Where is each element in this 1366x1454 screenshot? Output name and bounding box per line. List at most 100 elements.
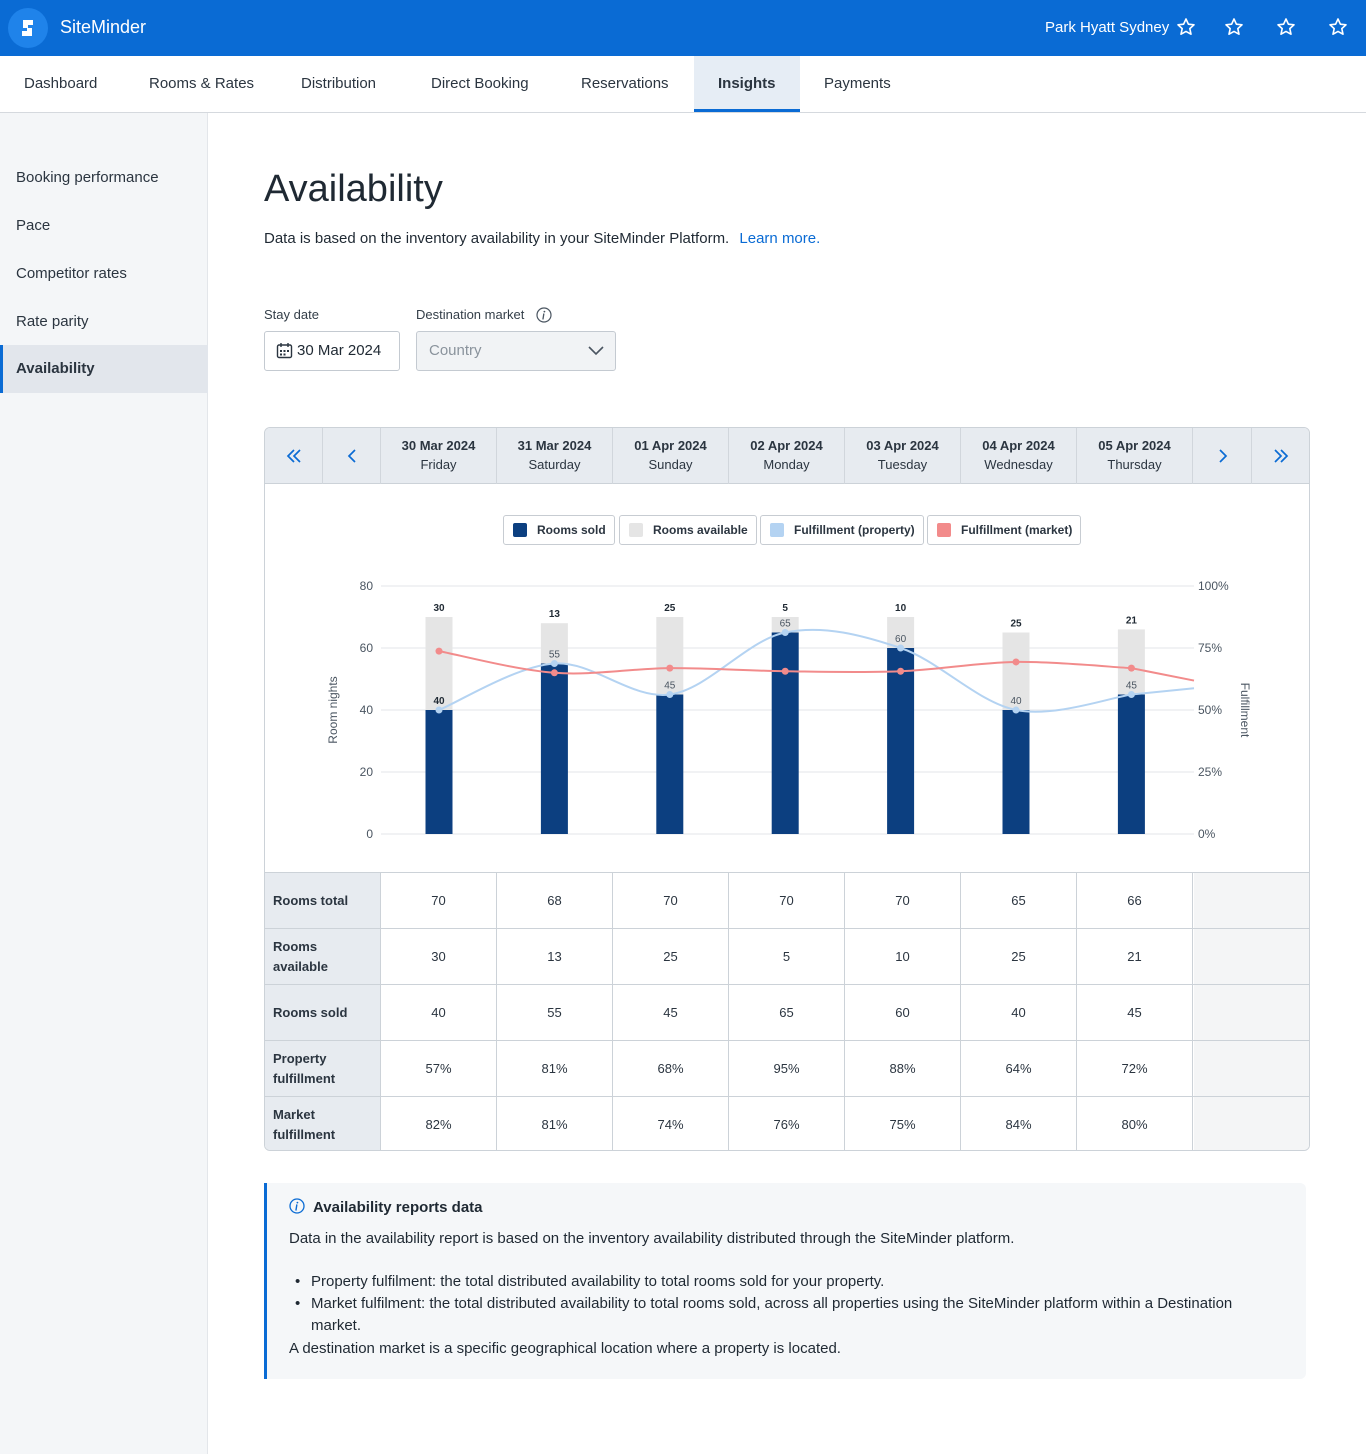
bar-label-rooms-sold: 45 [664, 681, 676, 692]
bullet-dot: • [295, 1295, 301, 1312]
destination-market-select[interactable]: Country [416, 331, 616, 371]
tab-distribution[interactable]: Distribution [301, 75, 377, 92]
date-column-header: 03 Apr 2024 Tuesday [845, 428, 961, 484]
sidebar-item-pace[interactable]: Pace [16, 217, 51, 234]
bar-rooms-available [656, 617, 684, 695]
date-header-date: 04 Apr 2024 [982, 438, 1055, 453]
y-axis-title: Room nights [326, 676, 340, 743]
sidebar-item-booking-performance[interactable]: Booking performance [16, 169, 159, 186]
legend-rooms-available[interactable]: Rooms available [619, 515, 757, 545]
property-selector[interactable]: Park Hyatt Sydney [1045, 19, 1170, 36]
tab-payments[interactable]: Payments [824, 75, 891, 92]
y2-tick-label: 0% [1198, 827, 1216, 841]
previous-page-button[interactable] [323, 428, 381, 484]
legend-swatch [770, 523, 784, 537]
date-column-header: 01 Apr 2024 Sunday [613, 428, 729, 484]
main-nav-tabs: Dashboard Rooms & Rates Distribution Dir… [0, 56, 1366, 113]
date-header-day: Wednesday [984, 457, 1053, 472]
bar-label-rooms-available: 25 [664, 603, 676, 614]
info-icon[interactable] [536, 307, 552, 323]
date-column-header: 31 Mar 2024 Saturday [497, 428, 613, 484]
sidebar-item-competitor-rates[interactable]: Competitor rates [16, 265, 127, 282]
chart-plot: 0 20 40 60 80 0% 25% 50% 75% 100% Room nights Fulfi… [326, 579, 1252, 841]
stay-date-value: 30 Mar 2024 [297, 342, 382, 359]
first-page-button[interactable] [265, 428, 323, 484]
point-fulfillment-property [1127, 691, 1135, 698]
info-bullet: Property fulfilment: the total distribut… [311, 1273, 885, 1290]
legend-fulfillment-property[interactable]: Fulfillment (property) [760, 515, 924, 545]
table-cell: 95% [729, 1041, 845, 1096]
bar-rooms-available [771, 617, 799, 633]
star-icon[interactable] [1328, 17, 1348, 37]
table-cell: 72% [1077, 1041, 1193, 1096]
date-header-day: Thursday [1107, 457, 1162, 472]
table-cell: 80% [1077, 1097, 1193, 1150]
table-row-spacer [1194, 985, 1309, 1040]
sidebar: Booking performance Pace Competitor rate… [0, 113, 208, 1454]
point-fulfillment-market [1127, 664, 1135, 672]
bar-rooms-available [540, 623, 568, 664]
legend-swatch [937, 523, 951, 537]
tab-rooms-rates[interactable]: Rooms & Rates [149, 75, 255, 92]
info-bullet: Market fulfilment: the total distributed… [311, 1295, 1233, 1334]
next-page-button[interactable] [1194, 428, 1252, 484]
date-column-header: 30 Mar 2024 Friday [381, 428, 497, 484]
learn-more-link[interactable]: Learn more. [739, 230, 821, 247]
table-row: Market fulfillment 82% 81% 74% 76% 75% 84% 80% [265, 1096, 1309, 1150]
subtitle-text: Data is based on the inventory availabil… [264, 230, 730, 247]
row-header: Rooms total [265, 873, 381, 928]
last-page-button[interactable] [1252, 428, 1309, 484]
bar-rooms-sold [771, 632, 799, 834]
sidebar-item-availability[interactable]: Availability [0, 345, 208, 393]
table-cell: 10 [845, 929, 961, 984]
tab-reservations[interactable]: Reservations [581, 75, 669, 92]
table-cell: 88% [845, 1041, 961, 1096]
table-cell: 70 [845, 873, 961, 928]
table-cell: 70 [381, 873, 497, 928]
star-icon[interactable] [1276, 17, 1296, 37]
legend-label: Fulfillment (property) [794, 523, 915, 537]
point-fulfillment-market [781, 667, 789, 675]
date-navigation: 30 Mar 2024 Friday 31 Mar 2024 Saturday 01… [265, 428, 1309, 484]
table-cell: 30 [381, 929, 497, 984]
table-cell: 13 [497, 929, 613, 984]
date-header-day: Tuesday [877, 457, 928, 472]
table-cell: 21 [1077, 929, 1193, 984]
legend-fulfillment-market[interactable]: Fulfillment (market) [927, 515, 1082, 545]
legend-label: Fulfillment (market) [961, 523, 1073, 537]
point-fulfillment-property [550, 660, 558, 667]
date-header-day: Sunday [648, 457, 693, 472]
tab-direct-booking[interactable]: Direct Booking [431, 75, 529, 92]
bar-rooms-sold [425, 710, 453, 834]
date-header-date: 31 Mar 2024 [517, 438, 592, 453]
bar-label-rooms-sold: 55 [549, 650, 561, 661]
tab-dashboard[interactable]: Dashboard [24, 75, 98, 92]
table-cell: 25 [613, 929, 729, 984]
legend-swatch [629, 523, 643, 537]
date-header-date: 02 Apr 2024 [750, 438, 823, 453]
legend-rooms-sold[interactable]: Rooms sold [503, 515, 615, 545]
tab-insights[interactable]: Insights [694, 56, 800, 112]
table-cell: 5 [729, 929, 845, 984]
y2-tick-label: 50% [1198, 703, 1222, 717]
y2-tick-label: 75% [1198, 641, 1222, 655]
row-header: Rooms available [265, 929, 381, 984]
table-row-spacer [1194, 873, 1309, 928]
table-cell: 82% [381, 1097, 497, 1150]
info-box-footer: A destination market is a specific geogr… [289, 1340, 841, 1357]
star-icon[interactable] [1224, 17, 1244, 37]
sidebar-item-rate-parity[interactable]: Rate parity [16, 313, 89, 330]
table-cell: 45 [1077, 985, 1193, 1040]
table-cell: 40 [381, 985, 497, 1040]
date-header-date: 05 Apr 2024 [1098, 438, 1171, 453]
date-header-day: Friday [420, 457, 457, 472]
point-fulfillment-property [1012, 706, 1020, 714]
siteminder-logo-icon[interactable] [8, 8, 48, 48]
point-fulfillment-market [550, 669, 558, 677]
y2-axis-title: Fulfillment [1238, 683, 1252, 738]
point-fulfillment-market [897, 667, 905, 675]
stay-date-input[interactable]: 30 Mar 2024 [264, 331, 400, 371]
info-box-title: Availability reports data [313, 1199, 483, 1216]
favorite-star-icon[interactable] [1176, 17, 1196, 37]
bar-label-rooms-available: 21 [1126, 615, 1138, 626]
